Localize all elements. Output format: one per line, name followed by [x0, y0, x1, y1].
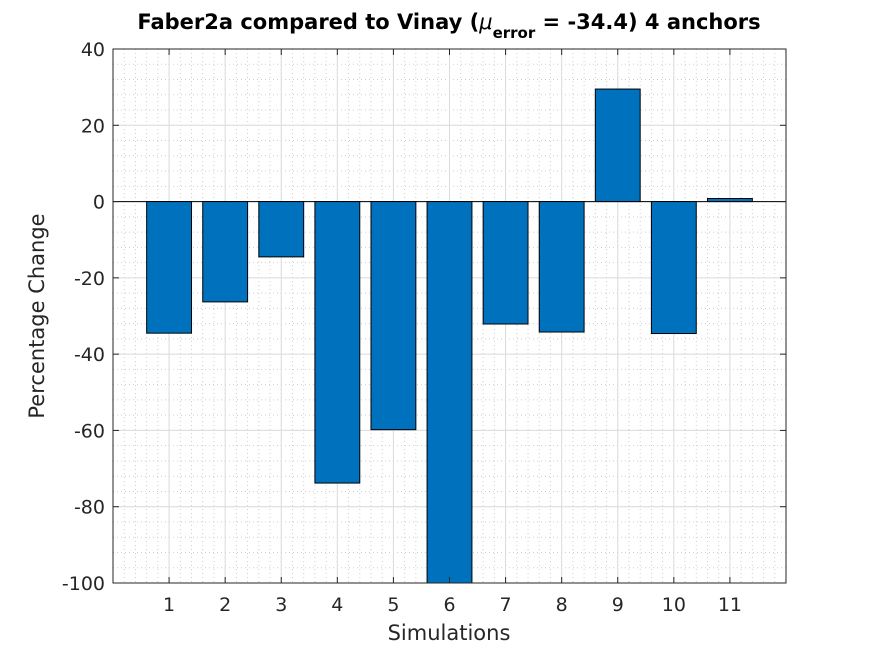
bar-6: [426, 201, 473, 584]
y-tick-label: 0: [93, 192, 105, 214]
y-tick-label: -60: [74, 420, 105, 442]
chart-title-mu: μ: [478, 10, 492, 34]
bar-4: [314, 201, 361, 484]
bars: [146, 88, 753, 584]
x-tick-label: 10: [662, 594, 686, 616]
x-tick-label: 6: [443, 594, 455, 616]
y-tick-label: -40: [74, 344, 105, 366]
axis-ticks: [113, 48, 786, 584]
y-tick-label: -100: [62, 573, 105, 595]
bar-9: [594, 88, 641, 203]
y-axis-label: Percentage Change: [25, 213, 49, 418]
chart-title: Faber2a compared to Vinay (μerror = -34.…: [137, 10, 760, 42]
bar-2: [202, 201, 249, 303]
bar-1: [146, 201, 193, 334]
y-tick-label: -80: [74, 497, 105, 519]
x-tick-label: 2: [219, 594, 231, 616]
y-tick-label: -20: [74, 268, 105, 290]
chart-title-subscript: error: [493, 24, 536, 42]
x-tick-label: 9: [612, 594, 624, 616]
chart-title-rest: = -34.4) 4 anchors: [535, 10, 760, 34]
y-tick-label: 20: [81, 115, 105, 137]
y-tick-labels: 40 20 0 -20 -40 -60 -80 -100: [62, 39, 105, 595]
y-tick-label: 40: [81, 39, 105, 61]
x-tick-label: 3: [275, 594, 287, 616]
bar-10: [650, 201, 697, 335]
x-tick-labels: 1 2 3 4 5 6 7 8 9 10 11: [163, 594, 742, 616]
x-tick-label: 8: [556, 594, 568, 616]
bar-11: [706, 198, 753, 203]
x-tick-label: 11: [718, 594, 742, 616]
x-axis-label: Simulations: [388, 621, 511, 645]
x-tick-label: 5: [387, 594, 399, 616]
bar-5: [370, 201, 417, 431]
bar-8: [538, 201, 585, 333]
x-tick-label: 7: [500, 594, 512, 616]
x-tick-label: 1: [163, 594, 175, 616]
chart-title-main: Faber2a compared to Vinay (: [137, 10, 479, 34]
x-tick-label: 4: [331, 594, 343, 616]
bar-3: [258, 201, 305, 258]
bar-7: [482, 201, 529, 325]
